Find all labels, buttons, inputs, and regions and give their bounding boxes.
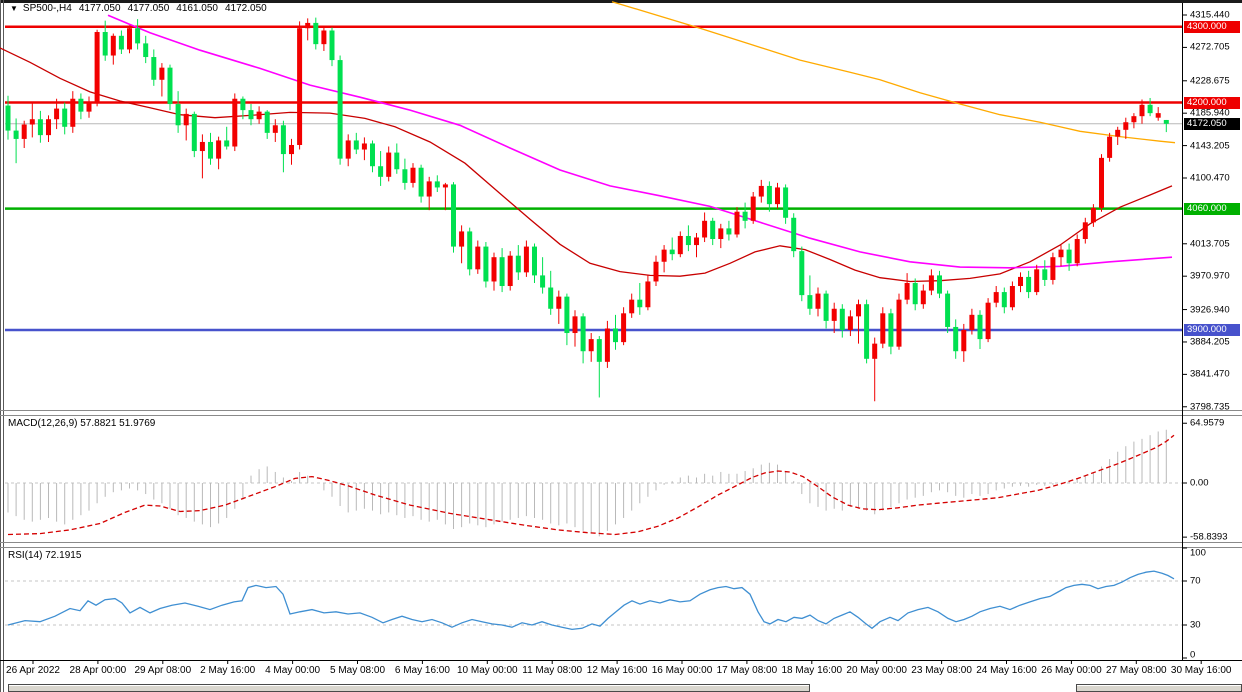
macd-indicator[interactable] [5,429,1182,537]
panel-separator-macd[interactable] [0,410,1242,411]
rsi-indicator[interactable] [5,570,1182,631]
panel-separator-macd-inner [0,415,1242,416]
ma-slow-orange [611,1,1176,144]
axis-tick-marks [32,14,1202,664]
moving-average-lines [0,1,1176,283]
ohlc-open: 4177.050 [78,3,121,14]
chart-title: ▼ SP500-,H4 4177.050 4177.050 4161.050 4172.0… [10,3,267,14]
candlesticks[interactable] [5,17,1169,402]
rsi-label: RSI(14) 72.1915 [8,550,82,561]
ohlc-close: 4172.050 [225,3,267,14]
symbol-dropdown-icon[interactable]: ▼ [10,4,18,13]
symbol-period-label: SP500-,H4 [22,3,72,14]
macd-label: MACD(12,26,9) 57.8821 51.9769 [8,418,156,429]
time-axis-line[interactable] [0,660,1242,661]
panel-separator-rsi-inner [0,547,1242,548]
window-top-border [0,0,1242,3]
price-axis-line[interactable] [1182,3,1183,660]
ma-fast-red [0,47,1173,283]
panel-separator-rsi[interactable] [0,542,1242,543]
window-left-border-inner [3,0,4,692]
ohlc-high: 4177.050 [127,3,170,14]
window-left-border [0,0,1,692]
ohlc-low: 4161.050 [176,3,218,14]
ma-mid-magenta [107,14,1173,269]
horizontal-level-lines[interactable] [5,25,1182,332]
